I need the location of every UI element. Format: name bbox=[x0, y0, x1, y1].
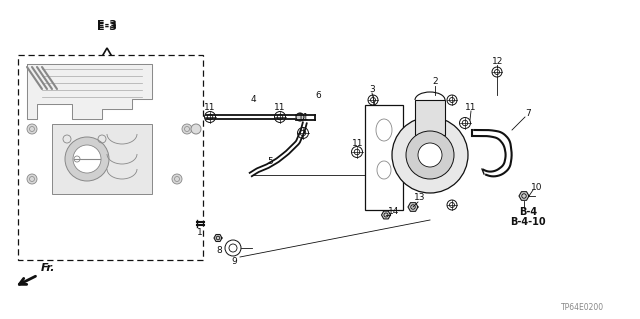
Text: E-3: E-3 bbox=[97, 22, 117, 32]
Text: 11: 11 bbox=[465, 102, 477, 112]
Bar bbox=[18, 55, 203, 260]
Polygon shape bbox=[408, 203, 418, 211]
Text: B-4-10: B-4-10 bbox=[510, 217, 546, 227]
Text: 6: 6 bbox=[315, 91, 321, 100]
Circle shape bbox=[27, 174, 37, 184]
Text: 8: 8 bbox=[216, 246, 222, 255]
Text: 7: 7 bbox=[525, 109, 531, 118]
Polygon shape bbox=[519, 192, 529, 200]
Circle shape bbox=[225, 240, 241, 256]
Text: 2: 2 bbox=[432, 78, 438, 86]
Bar bbox=[52, 124, 152, 194]
Circle shape bbox=[296, 113, 304, 121]
Polygon shape bbox=[27, 64, 152, 119]
Circle shape bbox=[418, 143, 442, 167]
Text: B-4: B-4 bbox=[519, 207, 537, 217]
Circle shape bbox=[73, 145, 101, 173]
Circle shape bbox=[27, 124, 37, 134]
Polygon shape bbox=[214, 234, 222, 241]
Text: 11: 11 bbox=[352, 138, 364, 147]
Text: 10: 10 bbox=[531, 183, 543, 192]
Bar bbox=[365, 105, 403, 210]
Circle shape bbox=[172, 174, 182, 184]
Text: 3: 3 bbox=[369, 85, 375, 94]
Polygon shape bbox=[381, 211, 390, 219]
Text: Fr.: Fr. bbox=[41, 263, 56, 273]
Text: 14: 14 bbox=[388, 207, 400, 217]
Text: 13: 13 bbox=[414, 194, 426, 203]
Circle shape bbox=[65, 137, 109, 181]
Text: 9: 9 bbox=[231, 257, 237, 266]
Bar bbox=[415, 100, 445, 135]
Text: 12: 12 bbox=[492, 56, 504, 65]
Circle shape bbox=[182, 124, 192, 134]
Text: TP64E0200: TP64E0200 bbox=[561, 303, 605, 313]
Circle shape bbox=[406, 131, 454, 179]
Circle shape bbox=[191, 124, 201, 134]
Text: 11: 11 bbox=[275, 102, 285, 112]
Text: 11: 11 bbox=[298, 114, 310, 122]
Text: 4: 4 bbox=[250, 95, 256, 105]
Text: 5: 5 bbox=[267, 158, 273, 167]
Text: 1: 1 bbox=[197, 228, 203, 237]
Text: E-3: E-3 bbox=[97, 20, 117, 30]
Text: 11: 11 bbox=[204, 102, 216, 112]
Circle shape bbox=[392, 117, 468, 193]
